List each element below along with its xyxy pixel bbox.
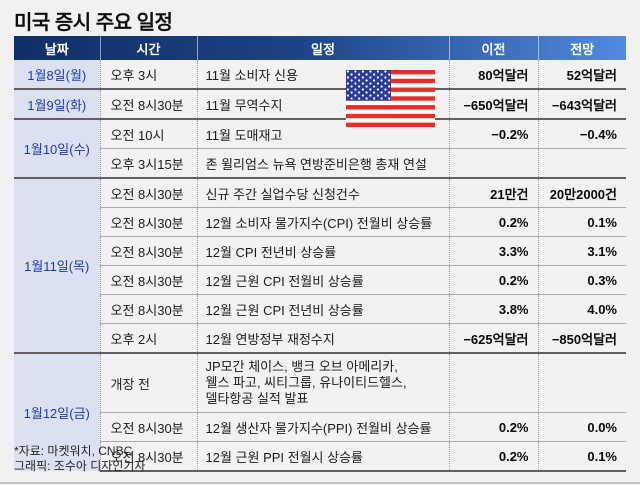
table-row: 1월11일(목) 오전 8시30분 신규 주간 실업수당 신청건수 21만건 2… xyxy=(14,177,626,353)
header-row: 날짜 시간 일정 이전 전망 xyxy=(14,36,626,60)
schedule-table: 날짜 시간 일정 이전 전망 1월8일(월) 오후 3시 11월 소비자 신용 … xyxy=(14,36,626,472)
time-cell: 개장 전 xyxy=(99,352,197,413)
forecast-cell: 20만2000건 xyxy=(537,177,626,208)
column-header-previous: 이전 xyxy=(448,36,538,60)
bottom-divider xyxy=(0,482,640,484)
time-cell: 오후 3시15분 xyxy=(99,148,197,178)
table-row: 오후 2시 12월 연방정부 재정수지 −625억달러 −850억달러 xyxy=(14,323,626,353)
page-title: 미국 증시 주요 일정 xyxy=(14,12,173,34)
table-row: 오전 8시30분 12월 근원 CPI 전월비 상승률 0.2% 0.3% xyxy=(14,265,626,295)
previous-cell: 21만건 xyxy=(448,177,538,208)
previous-cell: 0.2% xyxy=(448,265,538,295)
previous-cell: 3.3% xyxy=(448,236,538,266)
time-cell: 오전 8시30분 xyxy=(99,294,197,324)
schedule-cell: 12월 근원 CPI 전월비 상승률 xyxy=(196,265,449,295)
time-cell: 오전 8시30분 xyxy=(99,441,197,472)
table-row: 오전 8시30분 12월 근원 PPI 전월시 상승률 0.2% 0.1% xyxy=(14,441,626,472)
schedule-cell: 12월 생산자 물가지수(PPI) 전월비 상승률 xyxy=(196,412,449,442)
time-cell: 오전 8시30분 xyxy=(99,177,197,208)
date-cell: 1월8일(월) xyxy=(14,60,100,89)
time-cell: 오전 8시30분 xyxy=(99,236,197,266)
table-row: 오후 3시15분 존 윌리엄스 뉴욕 연방준비은행 총재 연설 xyxy=(14,148,626,178)
forecast-cell: 3.1% xyxy=(537,236,626,266)
column-header-forecast: 전망 xyxy=(537,36,626,60)
schedule-cell: 12월 CPI 전년비 상승률 xyxy=(196,236,449,266)
forecast-cell: −0.4% xyxy=(537,118,626,149)
schedule-cell: 11월 도매재고 xyxy=(196,118,449,149)
forecast-cell: 0.1% xyxy=(537,441,626,472)
schedule-cell: 12월 소비자 물가지수(CPI) 전월비 상승률 xyxy=(196,207,449,237)
previous-cell: 0.2% xyxy=(448,441,538,472)
schedule-cell: 신규 주간 실업수당 신청건수 xyxy=(196,177,449,208)
previous-cell: 0.2% xyxy=(448,412,538,442)
table-row: 1월12일(금) 개장 전 JP모간 체이스, 뱅크 오브 아메리카, 웰스 파… xyxy=(14,352,626,471)
schedule-cell: 12월 근원 PPI 전월시 상승률 xyxy=(196,441,449,472)
table-row: 오전 8시30분 12월 근원 CPI 전년비 상승률 3.8% 4.0% xyxy=(14,294,626,324)
date-cell: 1월9일(화) xyxy=(14,88,100,119)
previous-cell: 3.8% xyxy=(448,294,538,324)
forecast-cell: −643억달러 xyxy=(537,88,626,119)
source-note: *자료: 마켓워치, CNBC xyxy=(14,444,133,458)
column-header-schedule: 일정 xyxy=(196,36,449,60)
date-cell: 1월12일(금) xyxy=(14,352,100,471)
credit-note: 그래픽: 조수아 디자인기자 xyxy=(14,459,146,473)
previous-cell: 80억달러 xyxy=(448,60,538,89)
time-cell: 오전 8시30분 xyxy=(99,265,197,295)
forecast-cell xyxy=(537,352,626,413)
time-cell: 오전 10시 xyxy=(99,118,197,149)
schedule-cell: 12월 연방정부 재정수지 xyxy=(196,323,449,353)
forecast-cell: 4.0% xyxy=(537,294,626,324)
schedule-cell: 존 윌리엄스 뉴욕 연방준비은행 총재 연설 xyxy=(196,148,449,178)
schedule-cell: JP모간 체이스, 뱅크 오브 아메리카, 웰스 파고, 씨티그룹, 유나이티드… xyxy=(196,352,449,413)
previous-cell xyxy=(448,352,538,413)
forecast-cell: 0.1% xyxy=(537,207,626,237)
previous-cell: −625억달러 xyxy=(448,323,538,353)
forecast-cell: 0.3% xyxy=(537,265,626,295)
time-cell: 오후 3시 xyxy=(99,60,197,89)
previous-cell: −650억달러 xyxy=(448,88,538,119)
time-cell: 오전 8시30분 xyxy=(99,412,197,442)
table-row: 오전 8시30분 12월 CPI 전년비 상승률 3.3% 3.1% xyxy=(14,236,626,266)
table-row: 1월10일(수) 오전 10시 11월 도매재고 −0.2% −0.4% xyxy=(14,118,626,178)
forecast-cell: 0.0% xyxy=(537,412,626,442)
forecast-cell: −850억달러 xyxy=(537,323,626,353)
table-row: 오전 8시30분 12월 소비자 물가지수(CPI) 전월비 상승률 0.2% … xyxy=(14,207,626,237)
previous-cell: −0.2% xyxy=(448,118,538,149)
column-header-time: 시간 xyxy=(99,36,197,60)
forecast-cell xyxy=(537,148,626,178)
previous-cell: 0.2% xyxy=(448,207,538,237)
previous-cell xyxy=(448,148,538,178)
table-row: 1월8일(월) 오후 3시 11월 소비자 신용 80억달러 52억달러 xyxy=(14,60,626,89)
forecast-cell: 52억달러 xyxy=(537,60,626,89)
time-cell: 오전 8시30분 xyxy=(99,207,197,237)
us-flag-icon xyxy=(346,70,435,127)
date-cell: 1월10일(수) xyxy=(14,118,100,178)
table-row: 1월9일(화) 오전 8시30분 11월 무역수지 −650억달러 −643억달… xyxy=(14,88,626,119)
time-cell: 오전 8시30분 xyxy=(99,88,197,119)
time-cell: 오후 2시 xyxy=(99,323,197,353)
date-cell: 1월11일(목) xyxy=(14,177,100,353)
table-row: 오전 8시30분 12월 생산자 물가지수(PPI) 전월비 상승률 0.2% … xyxy=(14,412,626,442)
schedule-cell: 12월 근원 CPI 전년비 상승률 xyxy=(196,294,449,324)
column-header-date: 날짜 xyxy=(44,41,69,57)
